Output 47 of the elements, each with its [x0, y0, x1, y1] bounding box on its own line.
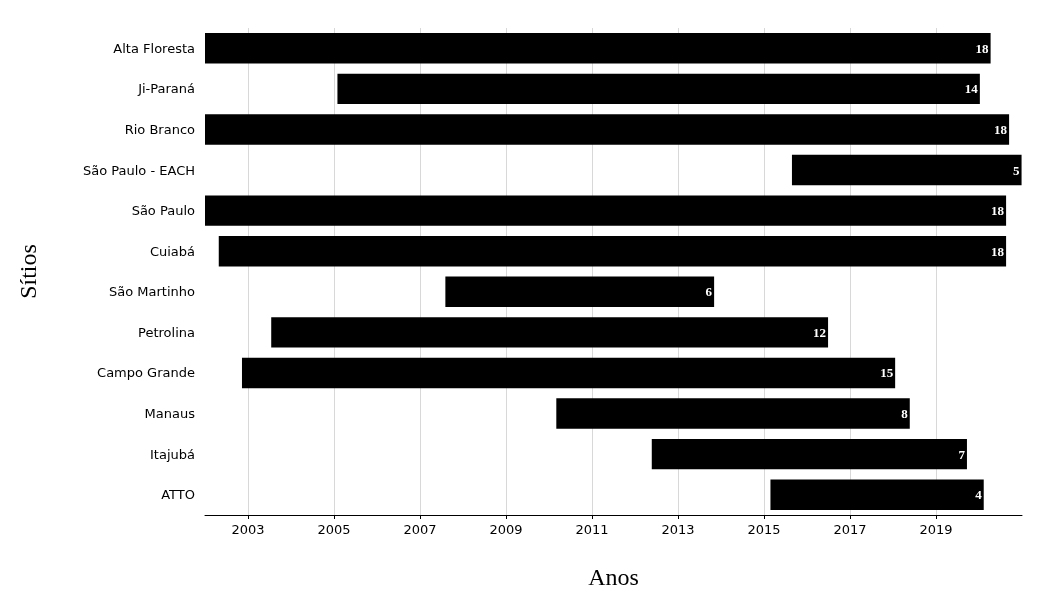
- bar: [271, 317, 829, 348]
- y-tick-label: São Paulo - EACH: [82, 162, 195, 178]
- annotation: 15: [880, 365, 894, 381]
- y-tick-label: Ji-Paraná: [137, 81, 195, 97]
- x-axis-title: Anos: [588, 564, 639, 590]
- x-tick-label: 2013: [661, 522, 695, 537]
- bar: [205, 114, 1010, 145]
- y-tick-label: Manaus: [144, 406, 196, 422]
- bar: [205, 33, 991, 64]
- annotation: 5: [1013, 162, 1021, 178]
- y-tick-label: Campo Grande: [97, 365, 195, 381]
- bar: [218, 235, 1007, 267]
- annotation: 18: [975, 40, 990, 56]
- y-tick-label: São Paulo: [131, 203, 196, 219]
- x-tick-label: 2011: [575, 522, 609, 537]
- y-tick-label: São Martinho: [109, 284, 196, 300]
- annotation: 12: [813, 324, 827, 340]
- bar: [205, 195, 1007, 226]
- annotation: 7: [958, 446, 966, 462]
- annotation: 6: [705, 284, 713, 300]
- bar: [241, 357, 896, 389]
- y-tick-label: Petrolina: [138, 324, 195, 340]
- annotation: 8: [901, 406, 909, 422]
- y-axis-title: Sítios: [15, 244, 41, 299]
- x-tick-label: 2017: [833, 522, 867, 537]
- bar: [337, 73, 980, 105]
- bar: [445, 276, 715, 308]
- x-tick-label: 2005: [317, 522, 351, 537]
- x-tick-label: 2007: [403, 522, 437, 537]
- annotation: 14: [964, 81, 979, 97]
- y-tick-label: Alta Floresta: [113, 40, 195, 56]
- bar: [556, 398, 910, 429]
- x-tick-label: 2019: [919, 522, 953, 537]
- y-tick-label: ATTO: [161, 487, 195, 503]
- x-tick-label: 2003: [231, 522, 265, 537]
- annotation: 18: [994, 121, 1008, 137]
- annotation: 18: [991, 203, 1005, 219]
- x-tick-label: 2009: [489, 522, 523, 537]
- annotation: 18: [991, 243, 1005, 259]
- bar: [791, 154, 1022, 186]
- y-tick-label: Rio Branco: [124, 121, 196, 137]
- annotation: 4: [975, 487, 983, 503]
- y-tick-label: Cuiabá: [149, 243, 195, 259]
- bar: [770, 479, 984, 510]
- y-tick-label: Itajubá: [150, 446, 195, 462]
- x-tick-label: 2015: [747, 522, 781, 537]
- bar: [651, 438, 967, 470]
